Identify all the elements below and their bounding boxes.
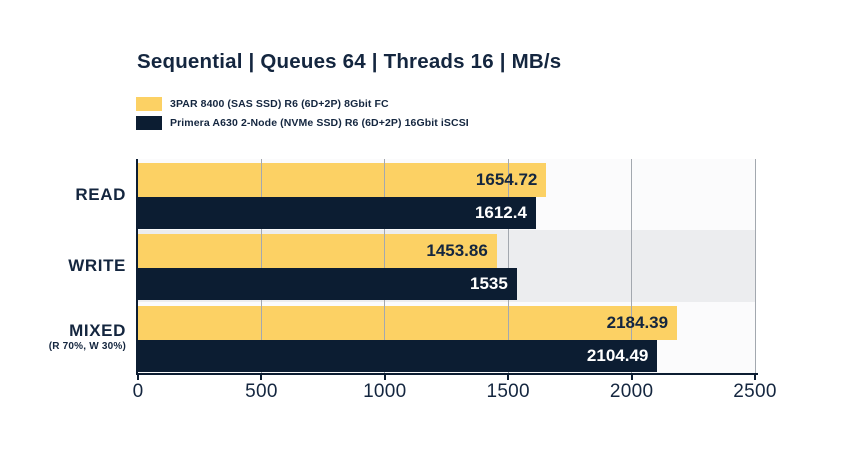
x-tick-label: 1000 bbox=[363, 381, 407, 402]
category-labels: READ WRITE MIXED (R 70%, W 30%) bbox=[0, 159, 126, 373]
legend-item-3par: 3PAR 8400 (SAS SSD) R6 (6D+2P) 8Gbit FC bbox=[136, 97, 469, 111]
value-label-primera: 1535 bbox=[470, 274, 508, 294]
category-label-main: MIXED bbox=[69, 321, 126, 341]
value-label-3par: 1654.72 bbox=[475, 170, 538, 189]
value-label-primera: 1612.4 bbox=[474, 203, 527, 222]
x-tick bbox=[630, 375, 633, 380]
legend: 3PAR 8400 (SAS SSD) R6 (6D+2P) 8Gbit FC … bbox=[136, 97, 469, 130]
category-label: READ bbox=[0, 159, 126, 230]
x-tick bbox=[260, 375, 263, 380]
legend-swatch-3par bbox=[136, 97, 162, 111]
gridline bbox=[631, 159, 633, 373]
plot-area: 1612.4 1535 2104.49 1654.72 1453.86 2184.39 0 5… bbox=[133, 159, 776, 402]
gridline bbox=[384, 159, 386, 373]
bar-primera: 1612.4 bbox=[138, 197, 536, 229]
x-tick-label: 500 bbox=[245, 381, 278, 402]
x-tick bbox=[137, 375, 139, 380]
bar-3par bbox=[138, 163, 547, 197]
x-tick bbox=[383, 375, 386, 380]
value-label-3par: 1453.86 bbox=[426, 241, 488, 261]
category-label-main: WRITE bbox=[68, 256, 126, 276]
bar-3par bbox=[138, 305, 678, 340]
x-tick-label: 0 bbox=[132, 381, 144, 402]
bar-primera: 1535 bbox=[138, 268, 517, 301]
value-label-primera: 2104.49 bbox=[586, 345, 649, 365]
gridline bbox=[507, 159, 509, 373]
x-tick bbox=[754, 375, 756, 380]
gridline bbox=[754, 159, 756, 373]
x-axis-line bbox=[136, 373, 758, 375]
x-tick-label: 2500 bbox=[733, 381, 777, 402]
legend-label-primera: Primera A630 2-Node (NVMe SSD) R6 (6D+2P… bbox=[170, 117, 469, 129]
value-label-3par: 2184.39 bbox=[606, 312, 669, 332]
category-label: MIXED (R 70%, W 30%) bbox=[0, 302, 126, 373]
bar-3par bbox=[138, 234, 497, 269]
bar-primera: 2104.49 bbox=[138, 339, 658, 372]
gridline bbox=[260, 159, 262, 373]
category-label-main: READ bbox=[75, 185, 126, 205]
chart-title: Sequential | Queues 64 | Threads 16 | MB… bbox=[137, 50, 562, 73]
legend-item-primera: Primera A630 2-Node (NVMe SSD) R6 (6D+2P… bbox=[136, 116, 469, 130]
x-tick-label: 1500 bbox=[486, 381, 530, 402]
y-axis-line bbox=[136, 159, 138, 375]
x-tick bbox=[507, 375, 510, 380]
legend-label-3par: 3PAR 8400 (SAS SSD) R6 (6D+2P) 8Gbit FC bbox=[170, 98, 389, 110]
x-tick-label: 2000 bbox=[609, 381, 654, 402]
legend-swatch-primera bbox=[136, 116, 162, 130]
category-label: WRITE bbox=[0, 230, 126, 301]
category-label-sub: (R 70%, W 30%) bbox=[48, 341, 126, 353]
